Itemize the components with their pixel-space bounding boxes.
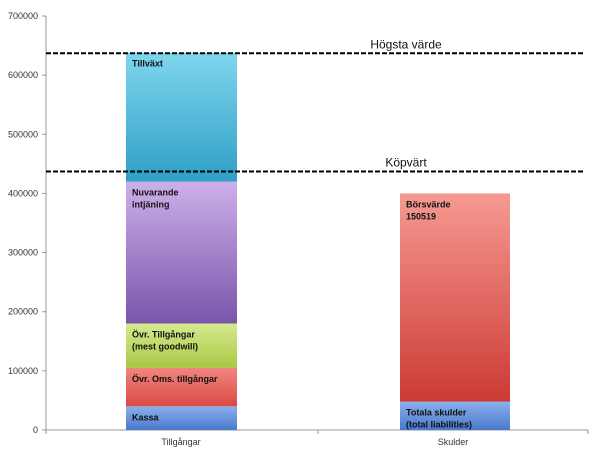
segment-label: Kassa <box>132 412 160 422</box>
reference-lines: Högsta värde Köpvärt <box>46 37 584 173</box>
x-tick-label: Tillgångar <box>161 437 200 447</box>
y-tick-label: 700000 <box>8 11 38 21</box>
y-tick-label: 200000 <box>8 307 38 317</box>
segment-label-line: Börsvärde <box>406 199 451 209</box>
bars: Kassa Övr. Oms. tillgångar Övr. Tillgångar… <box>126 52 510 430</box>
segment-label-line: (total liabilities) <box>406 420 472 430</box>
segment-label: Totala skulder (total liabilities) <box>406 408 472 430</box>
y-tick-label: 500000 <box>8 129 38 139</box>
segment-label: Tillväxt <box>132 59 163 69</box>
segment-label-line: intjäning <box>132 200 170 210</box>
x-tick-label: Skulder <box>438 437 469 447</box>
bar-segment <box>400 401 510 430</box>
segment-label-line: Övr. Oms. tillgångar <box>132 374 218 384</box>
segment-label-line: 150519 <box>406 211 436 221</box>
y-tick-label: 100000 <box>8 366 38 376</box>
segment-label: Övr. Tillgångar (mest goodwill) <box>132 330 198 352</box>
bar-segment <box>126 323 237 368</box>
bar-segment <box>400 193 510 402</box>
y-tick-label: 600000 <box>8 70 38 80</box>
segment-label-line: (mest goodwill) <box>132 342 198 352</box>
segment-label: Börsvärde 150519 <box>406 199 451 221</box>
segment-label-line: Övr. Tillgångar <box>132 330 195 340</box>
bar-segment <box>126 181 237 324</box>
segment-label: Övr. Oms. tillgångar <box>132 374 218 384</box>
bar-segment <box>126 406 237 430</box>
segment-label-line: Tillväxt <box>132 59 163 69</box>
y-tick-label: 400000 <box>8 188 38 198</box>
y-tick-label: 0 <box>33 425 38 435</box>
bar-segment <box>126 367 237 407</box>
bar-segment <box>126 52 237 182</box>
y-tick-label: 300000 <box>8 248 38 258</box>
segment-label-line: Totala skulder <box>406 408 467 418</box>
reference-line-label: Köpvärt <box>385 156 427 170</box>
segment-label-line: Nuvarande <box>132 188 179 198</box>
segment-label-line: Kassa <box>132 412 160 422</box>
segment-label: Nuvarande intjäning <box>132 188 179 210</box>
reference-line-label: Högsta värde <box>370 37 442 51</box>
